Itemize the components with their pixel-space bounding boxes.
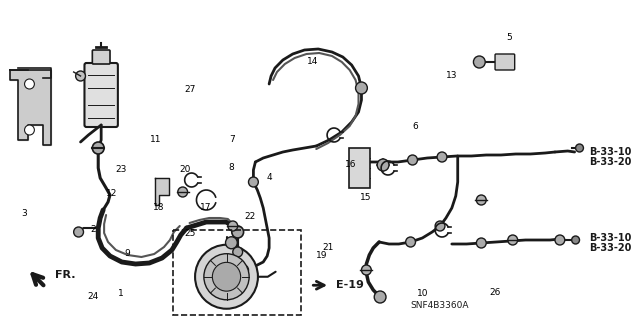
Text: 6: 6: [412, 122, 418, 131]
Circle shape: [572, 236, 579, 244]
Text: 11: 11: [150, 135, 162, 144]
FancyBboxPatch shape: [495, 54, 515, 70]
Circle shape: [76, 71, 86, 81]
Circle shape: [92, 142, 104, 154]
Text: 7: 7: [230, 135, 236, 144]
Text: 9: 9: [124, 249, 130, 258]
Text: 8: 8: [228, 163, 234, 172]
Text: FR.: FR.: [55, 270, 76, 280]
Text: 24: 24: [88, 292, 99, 301]
Text: B-33-10: B-33-10: [589, 233, 632, 243]
Circle shape: [374, 291, 386, 303]
Text: 14: 14: [307, 57, 319, 66]
Text: 17: 17: [200, 203, 212, 212]
Circle shape: [24, 125, 35, 135]
Circle shape: [474, 56, 485, 68]
Text: 19: 19: [316, 251, 328, 260]
Text: 26: 26: [490, 288, 501, 297]
Polygon shape: [155, 178, 169, 205]
Text: SNF4B3360A: SNF4B3360A: [411, 301, 469, 310]
Circle shape: [228, 221, 237, 231]
Text: 18: 18: [153, 204, 164, 212]
Circle shape: [435, 221, 445, 231]
Bar: [173, 230, 301, 315]
Text: 2: 2: [90, 225, 96, 234]
Text: E-19: E-19: [336, 280, 364, 290]
Text: 20: 20: [180, 165, 191, 174]
Circle shape: [178, 187, 188, 197]
Circle shape: [248, 177, 259, 187]
Circle shape: [204, 254, 249, 300]
Text: 10: 10: [417, 289, 428, 298]
Circle shape: [575, 144, 584, 152]
FancyBboxPatch shape: [92, 50, 110, 64]
Circle shape: [555, 235, 564, 245]
Circle shape: [437, 152, 447, 162]
Bar: [349, 148, 371, 188]
Circle shape: [476, 195, 486, 205]
Text: 12: 12: [106, 189, 117, 198]
Circle shape: [239, 265, 248, 275]
Text: 13: 13: [445, 71, 457, 80]
Text: 5: 5: [506, 33, 512, 42]
Text: 1: 1: [118, 289, 124, 298]
Circle shape: [74, 227, 83, 237]
Circle shape: [356, 82, 367, 94]
Text: 4: 4: [266, 173, 272, 182]
Circle shape: [476, 238, 486, 248]
Circle shape: [233, 247, 243, 257]
Circle shape: [377, 159, 389, 171]
Circle shape: [408, 155, 417, 165]
Circle shape: [362, 265, 371, 275]
Text: 23: 23: [115, 165, 126, 174]
Circle shape: [232, 226, 244, 238]
Circle shape: [225, 237, 237, 249]
Text: 25: 25: [184, 229, 196, 238]
Circle shape: [24, 79, 35, 89]
Text: 3: 3: [21, 209, 27, 218]
Circle shape: [195, 245, 258, 309]
Text: 27: 27: [184, 85, 196, 94]
Circle shape: [406, 237, 415, 247]
Text: 15: 15: [360, 193, 372, 202]
Circle shape: [508, 235, 518, 245]
Polygon shape: [10, 70, 51, 145]
Text: 21: 21: [323, 243, 334, 252]
Text: B-33-20: B-33-20: [589, 157, 632, 167]
Text: B-33-10: B-33-10: [589, 147, 632, 157]
Text: 22: 22: [244, 212, 256, 221]
Circle shape: [212, 262, 241, 291]
FancyBboxPatch shape: [84, 63, 118, 127]
Text: 16: 16: [345, 160, 356, 169]
Text: B-33-20: B-33-20: [589, 243, 632, 253]
